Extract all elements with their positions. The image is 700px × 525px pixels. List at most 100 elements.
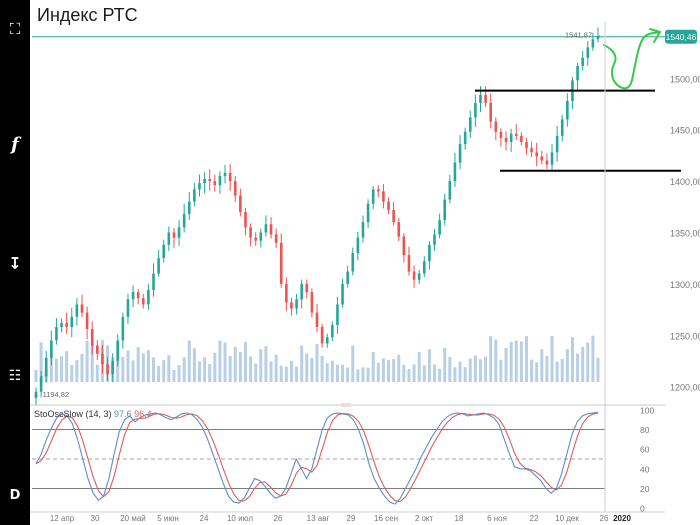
candle-body (274, 234, 278, 243)
candle-body (167, 232, 171, 245)
candle-body (290, 302, 293, 309)
volume-bar (162, 360, 166, 382)
volume-bar (295, 366, 299, 382)
volume-bar (346, 367, 350, 382)
volume-bar (269, 361, 273, 382)
annotations (475, 28, 681, 172)
stoch-tick-label: 0 (640, 504, 645, 514)
candle-body (382, 191, 385, 202)
candlesticks (34, 27, 600, 406)
candle-body (136, 292, 140, 299)
volume-bar (504, 348, 508, 382)
candle-body (566, 100, 569, 120)
candle-body (116, 340, 120, 361)
volume-bar (514, 340, 518, 382)
candle-body (331, 324, 334, 338)
candle-body (499, 131, 503, 138)
time-tick-label: 18 (455, 514, 464, 523)
function-icon[interactable]: f (11, 134, 19, 155)
volume-bar (208, 363, 212, 382)
candle-body (60, 322, 63, 328)
candle-body (141, 298, 145, 305)
volume-bar (565, 349, 569, 382)
candle-body (111, 360, 114, 375)
volume-bar (422, 365, 426, 382)
candle-body (228, 172, 232, 182)
candle-body (55, 327, 58, 341)
candle-body (494, 121, 498, 132)
stoch-tick-label: 20 (640, 484, 650, 494)
volume-bar (576, 353, 580, 382)
volume-bar (438, 368, 442, 382)
volume-bar (177, 365, 181, 382)
volume-bar (366, 367, 370, 382)
volume-bar (489, 336, 493, 382)
candle-body (90, 329, 94, 346)
volume-bars (34, 335, 600, 382)
volume-bar (249, 356, 253, 382)
volume-bar (596, 357, 600, 382)
volume-bar (203, 357, 207, 382)
volume-bar (34, 370, 38, 382)
fullscreen-icon[interactable]: ⛶ (9, 20, 21, 38)
candle-body (540, 156, 544, 161)
candle-body (96, 345, 99, 354)
candle-body (392, 209, 395, 223)
volume-bar (448, 357, 452, 382)
volume-bar (157, 365, 161, 382)
volume-bar (228, 355, 232, 382)
time-tick-label: 24 (200, 514, 209, 523)
volume-bar (463, 367, 467, 382)
candle-body (187, 201, 191, 214)
candle-body (438, 220, 441, 235)
candle-body (213, 181, 217, 186)
indicator-d-label[interactable]: D (9, 488, 21, 503)
volume-bar (387, 360, 391, 382)
candle-body (264, 224, 268, 233)
time-tick-label: 29 (347, 514, 356, 523)
volume-bar (335, 364, 339, 382)
price-tick-label: 1450,00 (670, 126, 700, 136)
volume-bar (320, 355, 324, 382)
candle-body (65, 322, 68, 328)
volume-bar (187, 340, 191, 382)
candle-body (126, 299, 130, 317)
volume-bar (121, 356, 125, 382)
volume-bar (305, 353, 309, 382)
freehand-arrow (603, 31, 661, 90)
candle-body (509, 133, 513, 143)
candle-body (417, 273, 421, 280)
candle-body (351, 253, 355, 272)
current-price-label: 1540,46 (666, 32, 697, 42)
volume-bar (254, 363, 258, 382)
candle-body (85, 312, 89, 330)
volume-bar (65, 351, 69, 382)
candle-body (259, 232, 263, 241)
candle-body (315, 312, 319, 328)
candle-body (412, 271, 416, 280)
volume-bar (182, 357, 186, 382)
candle-body (152, 273, 155, 291)
drawing-tool-icon[interactable]: ↧ (8, 254, 22, 273)
candle-body (560, 119, 564, 136)
volume-bar (433, 364, 437, 382)
volume-bar (381, 358, 385, 382)
volume-bar (167, 355, 171, 382)
candle-body (484, 94, 487, 103)
candle-body (325, 337, 329, 344)
volume-bar (376, 362, 380, 382)
volume-bar (591, 335, 595, 382)
candle-body (147, 290, 150, 305)
candle-body (162, 244, 166, 259)
volume-bar (473, 355, 477, 382)
settings-sliders-icon[interactable]: ☷ (8, 368, 22, 384)
volume-bar (54, 358, 58, 382)
volume-bar (80, 353, 84, 382)
candle-body (545, 160, 549, 165)
price-tick-label: 1200,00 (670, 383, 700, 393)
price-tick-label: 1350,00 (670, 228, 700, 238)
volume-bar (136, 347, 140, 382)
volume-bar (499, 359, 503, 382)
volume-bar (315, 343, 319, 382)
